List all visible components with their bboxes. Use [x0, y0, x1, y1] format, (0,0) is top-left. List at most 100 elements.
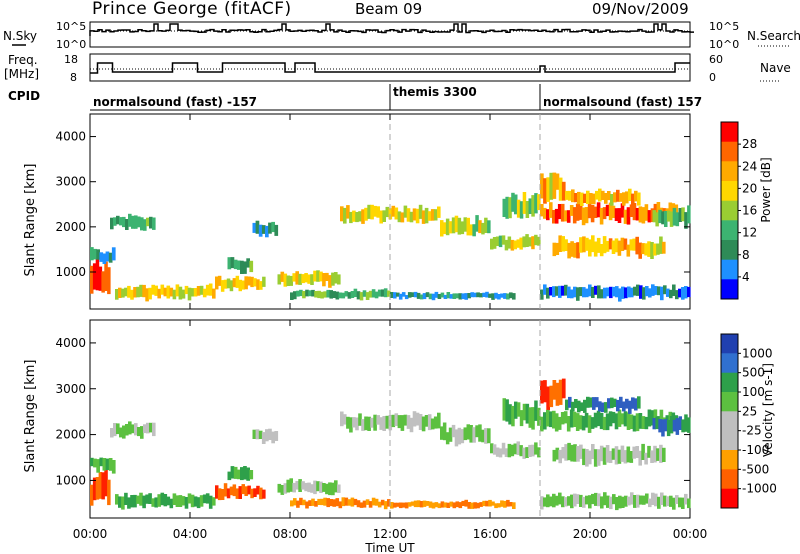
echo-cell: [235, 275, 240, 288]
echo-cell: [488, 499, 492, 507]
echo-cell: [442, 222, 447, 235]
y-tick-label: 3000: [55, 382, 86, 396]
echo-cell: [626, 244, 631, 257]
echo-cell: [663, 285, 667, 295]
echo-cell: [584, 412, 589, 428]
echo-cell: [558, 379, 563, 405]
echo-region: [115, 283, 216, 302]
echo-cell: [611, 411, 616, 424]
echo-cell: [528, 407, 532, 428]
echo-cell: [540, 496, 544, 510]
echo-cell: [265, 225, 269, 238]
echo-cell: [672, 284, 676, 296]
echo-cell: [340, 411, 344, 427]
echo-cell: [299, 497, 303, 506]
echo-cell: [390, 292, 394, 298]
echo-cell: [152, 217, 156, 230]
echo-cell: [566, 210, 571, 223]
echo-cell: [620, 445, 625, 462]
echo-cell: [407, 292, 412, 298]
echo-cell: [433, 416, 438, 429]
echo-cell: [412, 411, 417, 427]
echo-cell: [133, 494, 137, 508]
colorbar-tick-label: -500: [742, 462, 769, 476]
echo-cell: [561, 496, 565, 508]
echo-cell: [298, 479, 302, 492]
echo-cell: [256, 485, 260, 495]
echo-cell: [387, 290, 391, 297]
echo-cell: [424, 207, 429, 224]
colorbar-cell: [721, 181, 738, 202]
echo-cell: [374, 291, 379, 299]
echo-cell: [313, 270, 317, 282]
echo-cell: [576, 446, 580, 462]
echo-cell: [121, 288, 125, 298]
echo-cell: [571, 189, 575, 203]
echo-cell: [115, 289, 119, 300]
echo-cell: [352, 417, 356, 428]
echo-cell: [631, 193, 635, 205]
echo-cell: [632, 238, 636, 251]
echo-cell: [525, 201, 530, 218]
echo-cell: [184, 285, 189, 295]
echo-region: [390, 291, 516, 301]
echo-cell: [567, 242, 571, 259]
echo-cell: [650, 450, 654, 463]
echo-cell: [487, 220, 491, 234]
echo-cell: [485, 291, 489, 298]
echo-cell: [662, 241, 666, 254]
echo-cell: [140, 217, 144, 231]
echo-cell: [104, 261, 108, 291]
nsky-strip: N.Sky 10^5 10^0 10^5 10^0 N.Search: [3, 20, 800, 51]
echo-cell: [552, 172, 557, 199]
echo-cell: [580, 402, 584, 411]
echo-cell: [502, 398, 506, 421]
echo-cell: [466, 424, 470, 440]
echo-cell: [623, 238, 628, 250]
echo-region: [110, 213, 156, 231]
echo-cell: [638, 206, 643, 223]
echo-cell: [573, 493, 577, 507]
echo-cell: [119, 427, 123, 438]
echo-cell: [107, 479, 111, 506]
echo-cell: [302, 291, 306, 299]
echo-region: [540, 172, 566, 204]
echo-cell: [463, 217, 467, 232]
echo-cell: [585, 495, 589, 505]
echo-cell: [607, 191, 611, 201]
y-tick-label: 3000: [55, 175, 86, 189]
echo-cell: [543, 178, 547, 204]
echo-cell: [233, 466, 238, 479]
echo-cell: [252, 429, 257, 439]
colorbar-tick-label: 24: [742, 159, 757, 173]
echo-cell: [317, 498, 321, 505]
echo-cell: [243, 261, 247, 274]
echo-cell: [599, 412, 604, 430]
colorbar-tick-label: 1000: [742, 346, 773, 360]
echo-cell: [128, 213, 132, 227]
echo-cell: [687, 205, 691, 224]
echo-cell: [440, 292, 445, 298]
colorbar-cell: [721, 161, 738, 182]
echo-cell: [108, 252, 113, 263]
echo-cell: [316, 270, 320, 282]
echo-cell: [669, 416, 674, 434]
echo-cell: [445, 218, 450, 236]
echo-cell: [292, 482, 296, 493]
echo-cell: [190, 494, 195, 508]
echo-cell: [498, 235, 503, 248]
echo-cell: [675, 290, 679, 300]
echo-cell: [146, 422, 150, 434]
echo-cell: [552, 380, 557, 400]
echo-cell: [618, 495, 622, 509]
echo-cell: [256, 279, 260, 290]
echo-cell: [630, 492, 634, 505]
echo-cell: [157, 288, 161, 299]
echo-cell: [172, 493, 177, 505]
echo-cell: [252, 222, 257, 233]
echo-cell: [295, 271, 299, 285]
echo-cell: [212, 497, 216, 506]
echo-cell: [522, 192, 527, 214]
echo-cell: [145, 494, 149, 504]
echo-cell: [506, 293, 510, 300]
